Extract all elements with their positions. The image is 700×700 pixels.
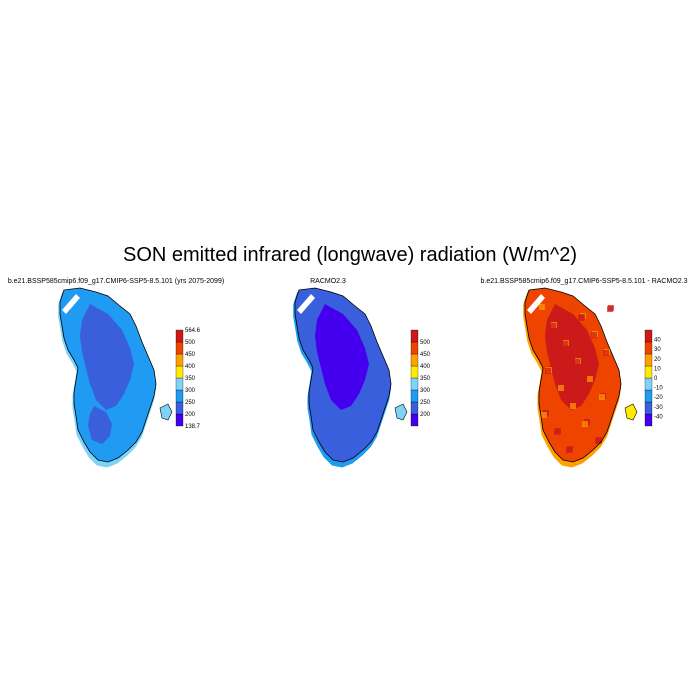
colorbar-tick-label: 250	[420, 400, 431, 406]
colorbar-model: 138.7 200 250 300 350 400 450 500 564.6	[175, 328, 201, 430]
grid-cell	[541, 412, 547, 418]
colorbar-swatch	[410, 329, 419, 343]
southern-field	[323, 406, 347, 444]
fjord-gap	[62, 294, 80, 314]
coastline	[524, 287, 622, 463]
grid-cell	[570, 403, 576, 409]
fjord-gap	[527, 294, 545, 314]
panel-title-model: b.e21.BSSP585cmip6.f09_g17.CMIP6-SSP5-8.…	[7, 278, 225, 285]
grid-cell	[603, 350, 609, 356]
colorbar-swatch	[410, 377, 419, 391]
colorbar-tick-label: 20	[654, 357, 661, 363]
grid-cell	[582, 421, 588, 427]
grid-cell	[591, 332, 597, 338]
grid-cell	[554, 429, 560, 435]
grid-cell	[545, 368, 551, 374]
colorbar-swatch	[644, 341, 653, 355]
colorbar-tick-label: -10	[654, 386, 663, 392]
interior-field	[545, 304, 599, 410]
colorbar-swatch	[175, 329, 184, 343]
colorbar-swatch	[410, 365, 419, 379]
fjord-gap	[297, 294, 315, 314]
grid-cell	[558, 385, 564, 391]
colorbar-tick-label: 200	[420, 412, 431, 418]
colorbar-swatch	[410, 353, 419, 367]
grid-cell	[599, 394, 605, 400]
colorbar-tick-label: 200	[185, 412, 196, 418]
grid-cell	[607, 306, 613, 312]
colorbar-swatch	[175, 401, 184, 415]
colorbar-tick-label: 300	[420, 388, 431, 394]
colorbar-tick-label: 350	[420, 376, 431, 382]
panel-title-difference: b.e21.BSSP585cmip6.f09_g17.CMIP6-SSP5-8.…	[480, 278, 688, 285]
grid-cell	[587, 376, 593, 382]
map-difference	[523, 287, 638, 468]
colorbar-tick-label: 400	[185, 364, 196, 370]
colorbar-tick-label: 350	[185, 376, 196, 382]
grid-cell	[566, 447, 572, 453]
colorbar-swatch	[175, 413, 184, 427]
colorbar-tick-label: 450	[420, 352, 431, 358]
island	[394, 403, 408, 421]
colorbar-swatch	[175, 341, 184, 355]
grid-cell	[550, 323, 556, 329]
grid-cell	[539, 304, 545, 310]
figure-title: SON emitted infrared (longwave) radiatio…	[123, 244, 577, 266]
colorbar-tick-label: 10	[654, 366, 661, 372]
colorbar-racmo: 200 250 300 350 400 450 500	[410, 329, 431, 427]
colorbar-tick-label: 0	[654, 376, 658, 382]
colorbar-tick-label: 40	[654, 338, 661, 344]
colorbar-swatch	[175, 389, 184, 403]
island	[159, 403, 173, 421]
map-racmo	[293, 287, 408, 468]
colorbar-swatch	[410, 341, 419, 355]
colorbar-tick-label: 450	[185, 352, 196, 358]
colorbar-tick-label: -40	[654, 414, 663, 420]
coastline	[294, 287, 392, 463]
colorbar-swatch	[410, 389, 419, 403]
colorbar-swatch	[644, 329, 653, 343]
colorbar-swatch	[644, 377, 653, 391]
grid-cell	[562, 341, 568, 347]
coastline	[59, 287, 157, 463]
colorbar-tick-label: 564.6	[185, 328, 201, 334]
colorbar-tick-label: 250	[185, 400, 196, 406]
colorbar-swatch	[175, 365, 184, 379]
interior-field	[315, 304, 369, 410]
colorbar-swatch	[410, 401, 419, 415]
colorbar-swatch	[644, 389, 653, 403]
colorbar-tick-label: 400	[420, 364, 431, 370]
colorbar-swatch	[644, 401, 653, 415]
colorbar-swatch	[410, 413, 419, 427]
map-model	[58, 287, 173, 468]
colorbar-swatch	[175, 353, 184, 367]
colorbar-swatch	[644, 413, 653, 427]
southern-field	[88, 406, 112, 444]
colorbar-swatch	[175, 377, 184, 391]
interior-field	[80, 304, 134, 410]
colorbar-tick-label: 500	[420, 340, 431, 346]
colorbar-tick-label: 30	[654, 347, 661, 353]
colorbar-tick-label: 300	[185, 388, 196, 394]
island	[624, 403, 638, 421]
colorbar-tick-label: -30	[654, 405, 663, 411]
colorbar-swatch	[644, 365, 653, 379]
colorbar-difference: -40 -30 -20 -10 0 10 20 30 40	[644, 329, 663, 427]
grid-cell	[574, 359, 580, 365]
colorbar-tick-label: 500	[185, 340, 196, 346]
grid-cell	[595, 438, 601, 444]
grid-cell	[578, 315, 584, 321]
colorbar-swatch	[644, 353, 653, 367]
panel-title-racmo: RACMO2.3	[310, 278, 346, 285]
colorbar-tick-label: 138.7	[185, 424, 201, 430]
colorbar-tick-label: -20	[654, 395, 663, 401]
